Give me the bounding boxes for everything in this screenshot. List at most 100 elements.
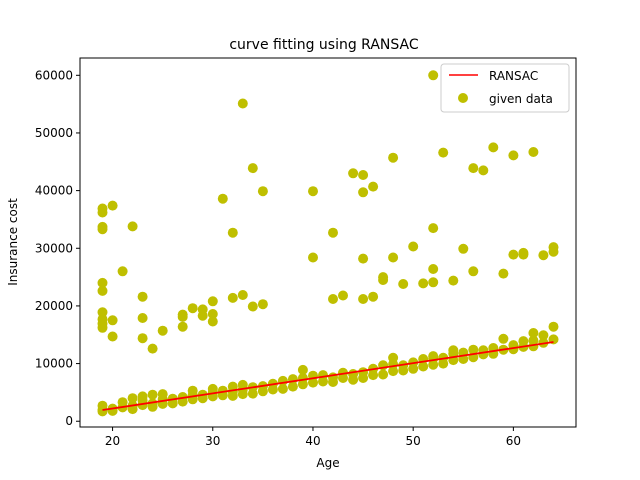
data-point (308, 252, 318, 263)
data-point (97, 406, 108, 417)
data-point (338, 290, 348, 301)
data-point (127, 393, 138, 404)
data-point (217, 193, 228, 204)
data-point (137, 333, 148, 344)
legend: RANSAC given data (440, 63, 570, 113)
data-point (217, 385, 228, 396)
y-tick-label: 40000 (35, 184, 73, 198)
data-point (468, 344, 479, 355)
data-point (97, 285, 108, 296)
data-point (448, 275, 459, 286)
data-point (187, 303, 198, 314)
data-point (358, 294, 369, 304)
data-point (97, 224, 108, 235)
data-point (207, 296, 218, 307)
data-point (368, 181, 379, 192)
data-point (328, 294, 338, 304)
data-point (177, 311, 188, 322)
data-point (318, 370, 328, 381)
data-point (257, 186, 268, 197)
x-axis: 20 30 40 50 60 (105, 427, 521, 448)
data-point (358, 253, 369, 264)
data-point (97, 322, 108, 333)
data-point (97, 277, 108, 288)
data-point (348, 168, 359, 179)
data-point (388, 152, 399, 163)
data-point (398, 279, 409, 289)
data-point (358, 170, 369, 180)
data-point (488, 142, 499, 153)
data-point (97, 307, 108, 318)
x-axis-label: Age (316, 456, 339, 470)
data-point (448, 345, 459, 356)
axes-frame (80, 58, 576, 427)
data-point (237, 290, 248, 300)
chart-title: curve fitting using RANSAC (229, 37, 419, 53)
data-point (187, 385, 198, 396)
data-point (388, 366, 399, 377)
data-point (468, 266, 479, 277)
data-point (97, 207, 108, 218)
data-point (428, 264, 439, 274)
data-point (207, 309, 218, 319)
data-point (468, 163, 479, 174)
y-tick-label: 30000 (35, 241, 73, 255)
y-axis-label: Insurance cost (6, 198, 20, 286)
data-point (237, 379, 248, 390)
data-point (358, 367, 369, 378)
data-point (538, 330, 549, 341)
data-point (137, 313, 148, 323)
y-tick-label: 20000 (35, 299, 73, 313)
data-point (418, 278, 429, 289)
data-point (117, 397, 128, 408)
plot-area (79, 57, 577, 428)
data-point (538, 250, 549, 261)
data-point (528, 328, 539, 338)
data-point (508, 150, 519, 161)
data-point (328, 227, 338, 238)
data-point (438, 147, 449, 158)
data-point (368, 291, 379, 302)
data-point (137, 391, 148, 402)
data-point (297, 364, 308, 375)
data-point (418, 361, 429, 372)
data-point (237, 98, 248, 109)
data-point (287, 381, 298, 392)
data-point (498, 333, 509, 344)
data-point (207, 383, 218, 394)
data-point (388, 352, 399, 363)
data-point (508, 249, 519, 260)
data-point (127, 221, 138, 232)
legend-ransac-label: RANSAC (489, 69, 538, 83)
data-point (378, 369, 389, 380)
data-point (227, 227, 238, 238)
data-point (247, 301, 258, 312)
line-layer (102, 341, 554, 411)
y-tick-label: 10000 (35, 357, 73, 371)
x-tick-label: 40 (305, 434, 320, 448)
data-point (147, 343, 158, 354)
data-point (197, 310, 208, 321)
data-point (548, 246, 559, 257)
data-point (247, 163, 258, 174)
data-point (348, 369, 359, 379)
data-point (177, 321, 188, 332)
data-point (137, 291, 148, 302)
data-point (428, 277, 439, 288)
legend-data-label: given data (489, 92, 553, 106)
data-point (518, 249, 529, 260)
data-point (358, 187, 369, 198)
data-point (227, 292, 238, 303)
data-point (528, 147, 539, 157)
x-tick-label: 60 (506, 434, 521, 448)
data-point (157, 325, 168, 336)
x-tick-label: 30 (205, 434, 220, 448)
data-point (147, 398, 158, 409)
data-point (428, 70, 439, 81)
data-point (207, 316, 218, 327)
axes-border (79, 57, 577, 428)
data-point (147, 389, 158, 400)
data-point (308, 186, 318, 197)
data-point (428, 351, 439, 362)
